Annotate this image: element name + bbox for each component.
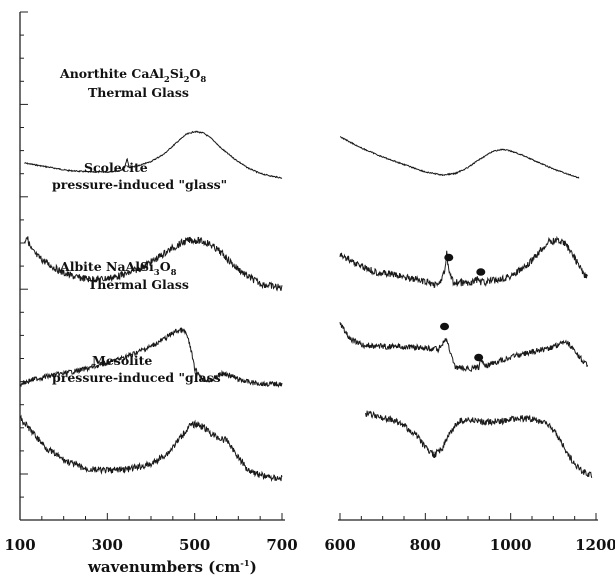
label-anorthite-line1: Anorthite CaAl2Si2O8: [59, 66, 206, 85]
x-tick-label: 1200: [575, 536, 615, 554]
x-axis-label: wavenumbers (cm-1): [87, 558, 257, 576]
left-trace-scolecite-pressure-induced-glass: [23, 236, 283, 292]
spectrum-traces: [19, 130, 593, 482]
x-tick-label: 100: [4, 536, 35, 554]
label-scolecite-line2: pressure-induced "glass": [52, 177, 227, 192]
x-tick-label: 600: [324, 536, 355, 554]
peak-marker-dot: [474, 353, 484, 362]
left-trace-anorthite-caal2si2o8-thermal-glass: [24, 130, 283, 179]
right-x-ticks: 600 800 1000 1200: [324, 513, 615, 554]
label-scolecite-line1: Scolecite: [84, 160, 148, 175]
right-trace-mesolite-pressure-induced-glass: [365, 410, 593, 478]
left-x-ticks: 100 300 500 700: [4, 513, 298, 554]
left-trace-albite-naalsi3o8-thermal-glass: [19, 327, 283, 389]
label-mesolite-line1: Mesolite: [92, 353, 152, 368]
x-tick-label: 700: [266, 536, 297, 554]
series-labels: Anorthite CaAl2Si2O8 Thermal Glass Scole…: [52, 66, 227, 385]
left-trace-mesolite-pressure-induced-glass: [19, 414, 283, 482]
label-albite-line1: Albite NaAlSi3O8: [59, 259, 177, 278]
label-anorthite-line2: Thermal Glass: [88, 85, 189, 100]
right-trace-anorthite-caal2si2o8-thermal-glass: [339, 136, 580, 179]
peak-marker-dot: [476, 268, 486, 276]
label-mesolite-line2: pressure-induced "glass": [52, 370, 227, 385]
left-y-ticks: [20, 11, 28, 498]
peak-markers: [440, 253, 486, 362]
x-tick-label: 1000: [490, 536, 532, 554]
right-trace-scolecite-pressure-induced-glass: [339, 235, 588, 289]
label-albite-line2: Thermal Glass: [88, 277, 189, 292]
x-tick-label: 500: [179, 536, 210, 554]
right-trace-albite-naalsi3o8-thermal-glass: [339, 321, 588, 373]
x-tick-label: 800: [410, 536, 441, 554]
peak-marker-dot: [440, 322, 450, 331]
x-tick-label: 300: [92, 536, 123, 554]
peak-marker-dot: [444, 253, 454, 262]
